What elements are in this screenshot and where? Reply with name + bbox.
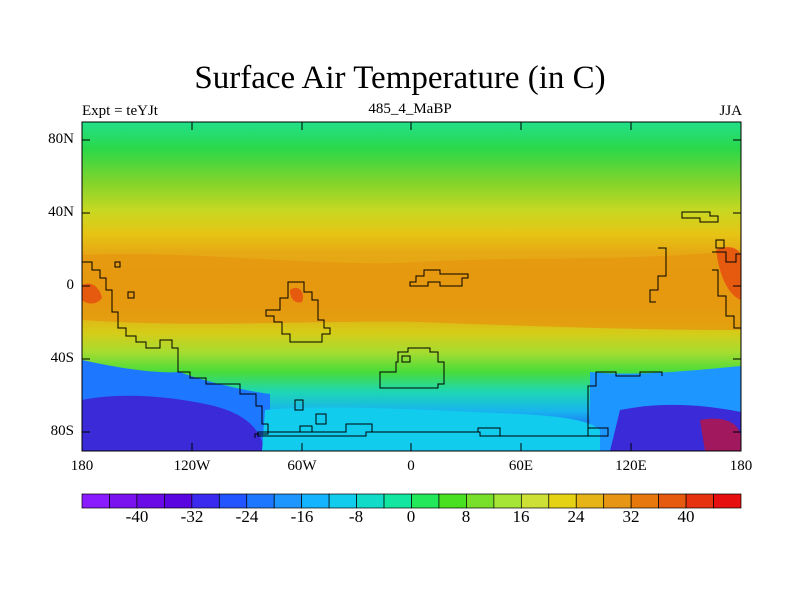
colorbar-label: -16 <box>290 507 314 526</box>
colorbar-label: -40 <box>125 507 149 526</box>
colorbar-label: 16 <box>512 507 530 526</box>
warm-zone <box>82 250 741 330</box>
lon-tick-label: 60E <box>508 458 534 474</box>
cold-zone <box>82 395 265 451</box>
lat-tick-label: 80N <box>48 131 74 147</box>
hot-spot <box>82 283 102 304</box>
experiment-label: Expt = teYJt <box>82 103 158 119</box>
hot-spot <box>716 247 741 300</box>
colorbar-box <box>328 493 357 509</box>
colorbar-box <box>164 493 193 509</box>
lat-ticks <box>82 139 741 433</box>
colorbar-box <box>356 493 385 509</box>
colorbar-box <box>438 493 467 509</box>
colorbar-box <box>301 493 330 509</box>
colorbar-box <box>493 493 522 509</box>
colorbar-box <box>520 493 550 509</box>
colorbar-label: 8 <box>461 507 471 526</box>
lon-ticks <box>191 122 632 451</box>
colorbar-label: 40 <box>677 507 695 526</box>
colorbar-box <box>383 493 412 509</box>
colorbar-box <box>136 493 165 509</box>
lon-tick-label: 0 <box>407 458 415 474</box>
colorbar-box <box>575 493 605 509</box>
lon-tick-label: 180 <box>70 458 94 474</box>
colorbar-label: 24 <box>567 507 585 526</box>
colorbar-box <box>411 493 440 509</box>
colorbar-box <box>246 493 275 509</box>
colorbar-box <box>630 493 659 509</box>
lon-tick-label: 120W <box>173 458 211 474</box>
colorbar-box <box>109 493 138 509</box>
hot-spot <box>290 287 304 303</box>
land-outlines <box>82 211 741 438</box>
cool-zone <box>262 407 600 451</box>
season-label: JJA <box>719 103 742 119</box>
colorbar-label: -8 <box>348 507 364 526</box>
colorbar-label: -32 <box>180 507 204 526</box>
lat-tick-label: 0 <box>66 277 75 293</box>
colorbar-box <box>713 493 742 509</box>
lon-tick-label: 60W <box>287 458 317 474</box>
colorbar-box <box>466 493 495 509</box>
colorbar-box <box>191 493 220 509</box>
colorbar-box <box>81 493 110 509</box>
lon-tick-label: 120E <box>615 458 647 474</box>
colorbar-label: 32 <box>622 507 640 526</box>
hot-spot <box>700 418 741 451</box>
colorbar-box <box>658 493 687 509</box>
colorbar-box <box>218 493 248 509</box>
lat-tick-label: 40N <box>48 204 74 220</box>
map-title: Surface Air Temperature (in C) <box>194 60 606 96</box>
lon-tick-label: 180 <box>729 458 753 474</box>
colorbar-box <box>603 493 632 509</box>
colorbar-box <box>548 493 577 509</box>
colorbar-box <box>685 493 714 509</box>
colorbar-label: 0 <box>406 507 416 526</box>
lat-tick-label: 80S <box>50 423 74 439</box>
subtitle-label: 485_4_MaBP <box>368 101 452 117</box>
lat-tick-label: 40S <box>50 350 74 366</box>
colorbar-label: -24 <box>235 507 259 526</box>
colorbar-box <box>273 493 303 509</box>
colorbar <box>81 493 742 509</box>
